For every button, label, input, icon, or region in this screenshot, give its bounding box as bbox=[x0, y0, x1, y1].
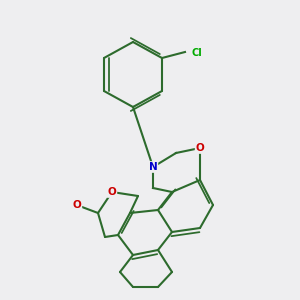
Text: O: O bbox=[108, 187, 116, 197]
Text: Cl: Cl bbox=[192, 48, 203, 58]
Text: O: O bbox=[73, 200, 81, 210]
Text: O: O bbox=[196, 143, 204, 153]
Text: N: N bbox=[148, 162, 158, 172]
